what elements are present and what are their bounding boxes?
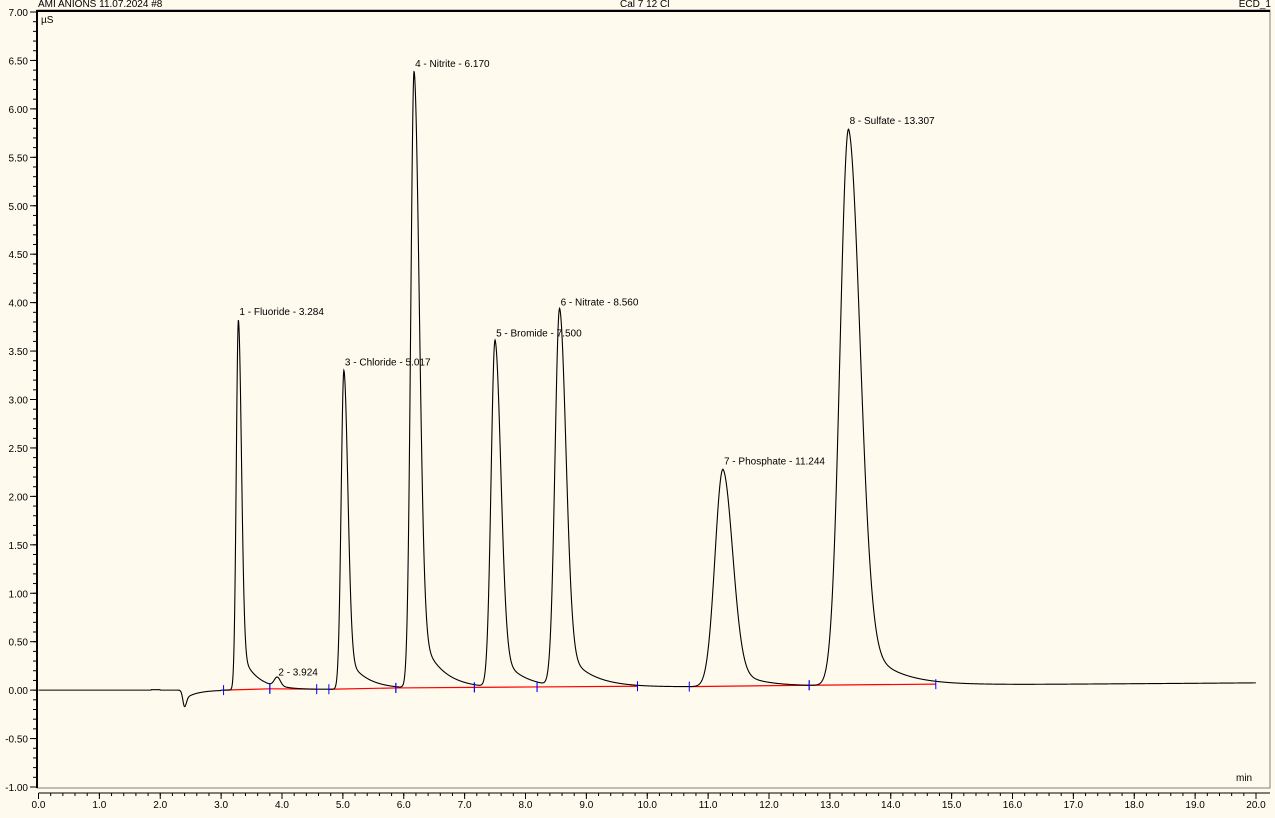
- x-axis-unit: min: [1236, 773, 1252, 784]
- x-tick-label: 10.0: [638, 800, 658, 811]
- peak-baseline: [328, 687, 396, 690]
- y-tick-label: 3.00: [9, 396, 29, 407]
- y-axis-unit: µS: [41, 15, 54, 26]
- channel-name: ECD_1: [1238, 0, 1271, 10]
- y-tick-label: 5.50: [9, 153, 29, 164]
- x-tick-label: 1.0: [92, 800, 106, 811]
- y-tick-label: -1.00: [5, 783, 28, 794]
- y-tick-label: 1.50: [9, 541, 29, 552]
- x-tick-label: 20.0: [1246, 800, 1266, 811]
- plot-frame: [36, 9, 1271, 789]
- peak-baseline: [689, 684, 810, 688]
- y-tick-label: 2.50: [9, 444, 29, 455]
- x-tick-label: 17.0: [1064, 800, 1084, 811]
- y-tick-label: 3.50: [9, 347, 29, 358]
- peak-label: 4 - Nitrite - 6.170: [415, 59, 490, 70]
- y-tick-label: 6.50: [9, 56, 29, 67]
- peak-baseline: [809, 683, 936, 686]
- peak-label: 7 - Phosphate - 11.244: [724, 456, 825, 467]
- x-tick-label: 8.0: [519, 800, 533, 811]
- peak-label: 3 - Chloride - 5.017: [345, 357, 431, 368]
- y-tick-label: -0.50: [5, 735, 28, 746]
- x-tick-label: 19.0: [1185, 800, 1205, 811]
- peak-baseline: [537, 685, 638, 688]
- x-tick-label: 0.0: [32, 800, 46, 811]
- x-tick-label: 5.0: [336, 800, 350, 811]
- signal-trace: [38, 70, 1256, 708]
- y-tick-label: 0.00: [9, 686, 29, 697]
- x-tick-label: 18.0: [1125, 800, 1145, 811]
- x-tick-label: 15.0: [942, 800, 962, 811]
- x-tick-label: 6.0: [397, 800, 411, 811]
- sample-name: AMI ANIONS 11.07.2024 #8: [38, 0, 163, 10]
- y-tick-label: 2.00: [9, 492, 29, 503]
- x-tick-label: 14.0: [881, 800, 901, 811]
- y-tick-label: 1.00: [9, 589, 29, 600]
- y-tick-label: 6.00: [9, 105, 29, 116]
- x-tick-label: 11.0: [699, 800, 718, 811]
- peak-baseline: [395, 686, 475, 689]
- y-tick-label: 7.00: [9, 8, 29, 19]
- y-tick-label: 0.50: [9, 638, 29, 649]
- x-tick-label: 13.0: [820, 800, 840, 811]
- x-tick-label: 7.0: [458, 800, 472, 811]
- x-tick-label: 2.0: [153, 800, 167, 811]
- y-tick-label: 4.00: [9, 299, 29, 310]
- peak-label: 8 - Sulfate - 13.307: [850, 116, 935, 127]
- peak-baseline: [223, 688, 270, 691]
- peak-label: 2 - 3.924: [278, 667, 318, 678]
- peak-label: 1 - Fluoride - 3.284: [239, 307, 324, 318]
- x-tick-label: 3.0: [214, 800, 228, 811]
- x-tick-label: 4.0: [275, 800, 289, 811]
- x-tick-label: 9.0: [579, 800, 593, 811]
- program-name: Cal 7 12 Cl: [620, 0, 670, 10]
- y-tick-label: 4.50: [9, 250, 29, 261]
- peak-label: 6 - Nitrate - 8.560: [561, 297, 639, 308]
- y-tick-label: 5.00: [9, 202, 29, 213]
- x-tick-label: 16.0: [1003, 800, 1023, 811]
- peak-label: 5 - Bromide - 7.500: [496, 328, 582, 339]
- x-tick-label: 12.0: [759, 800, 779, 811]
